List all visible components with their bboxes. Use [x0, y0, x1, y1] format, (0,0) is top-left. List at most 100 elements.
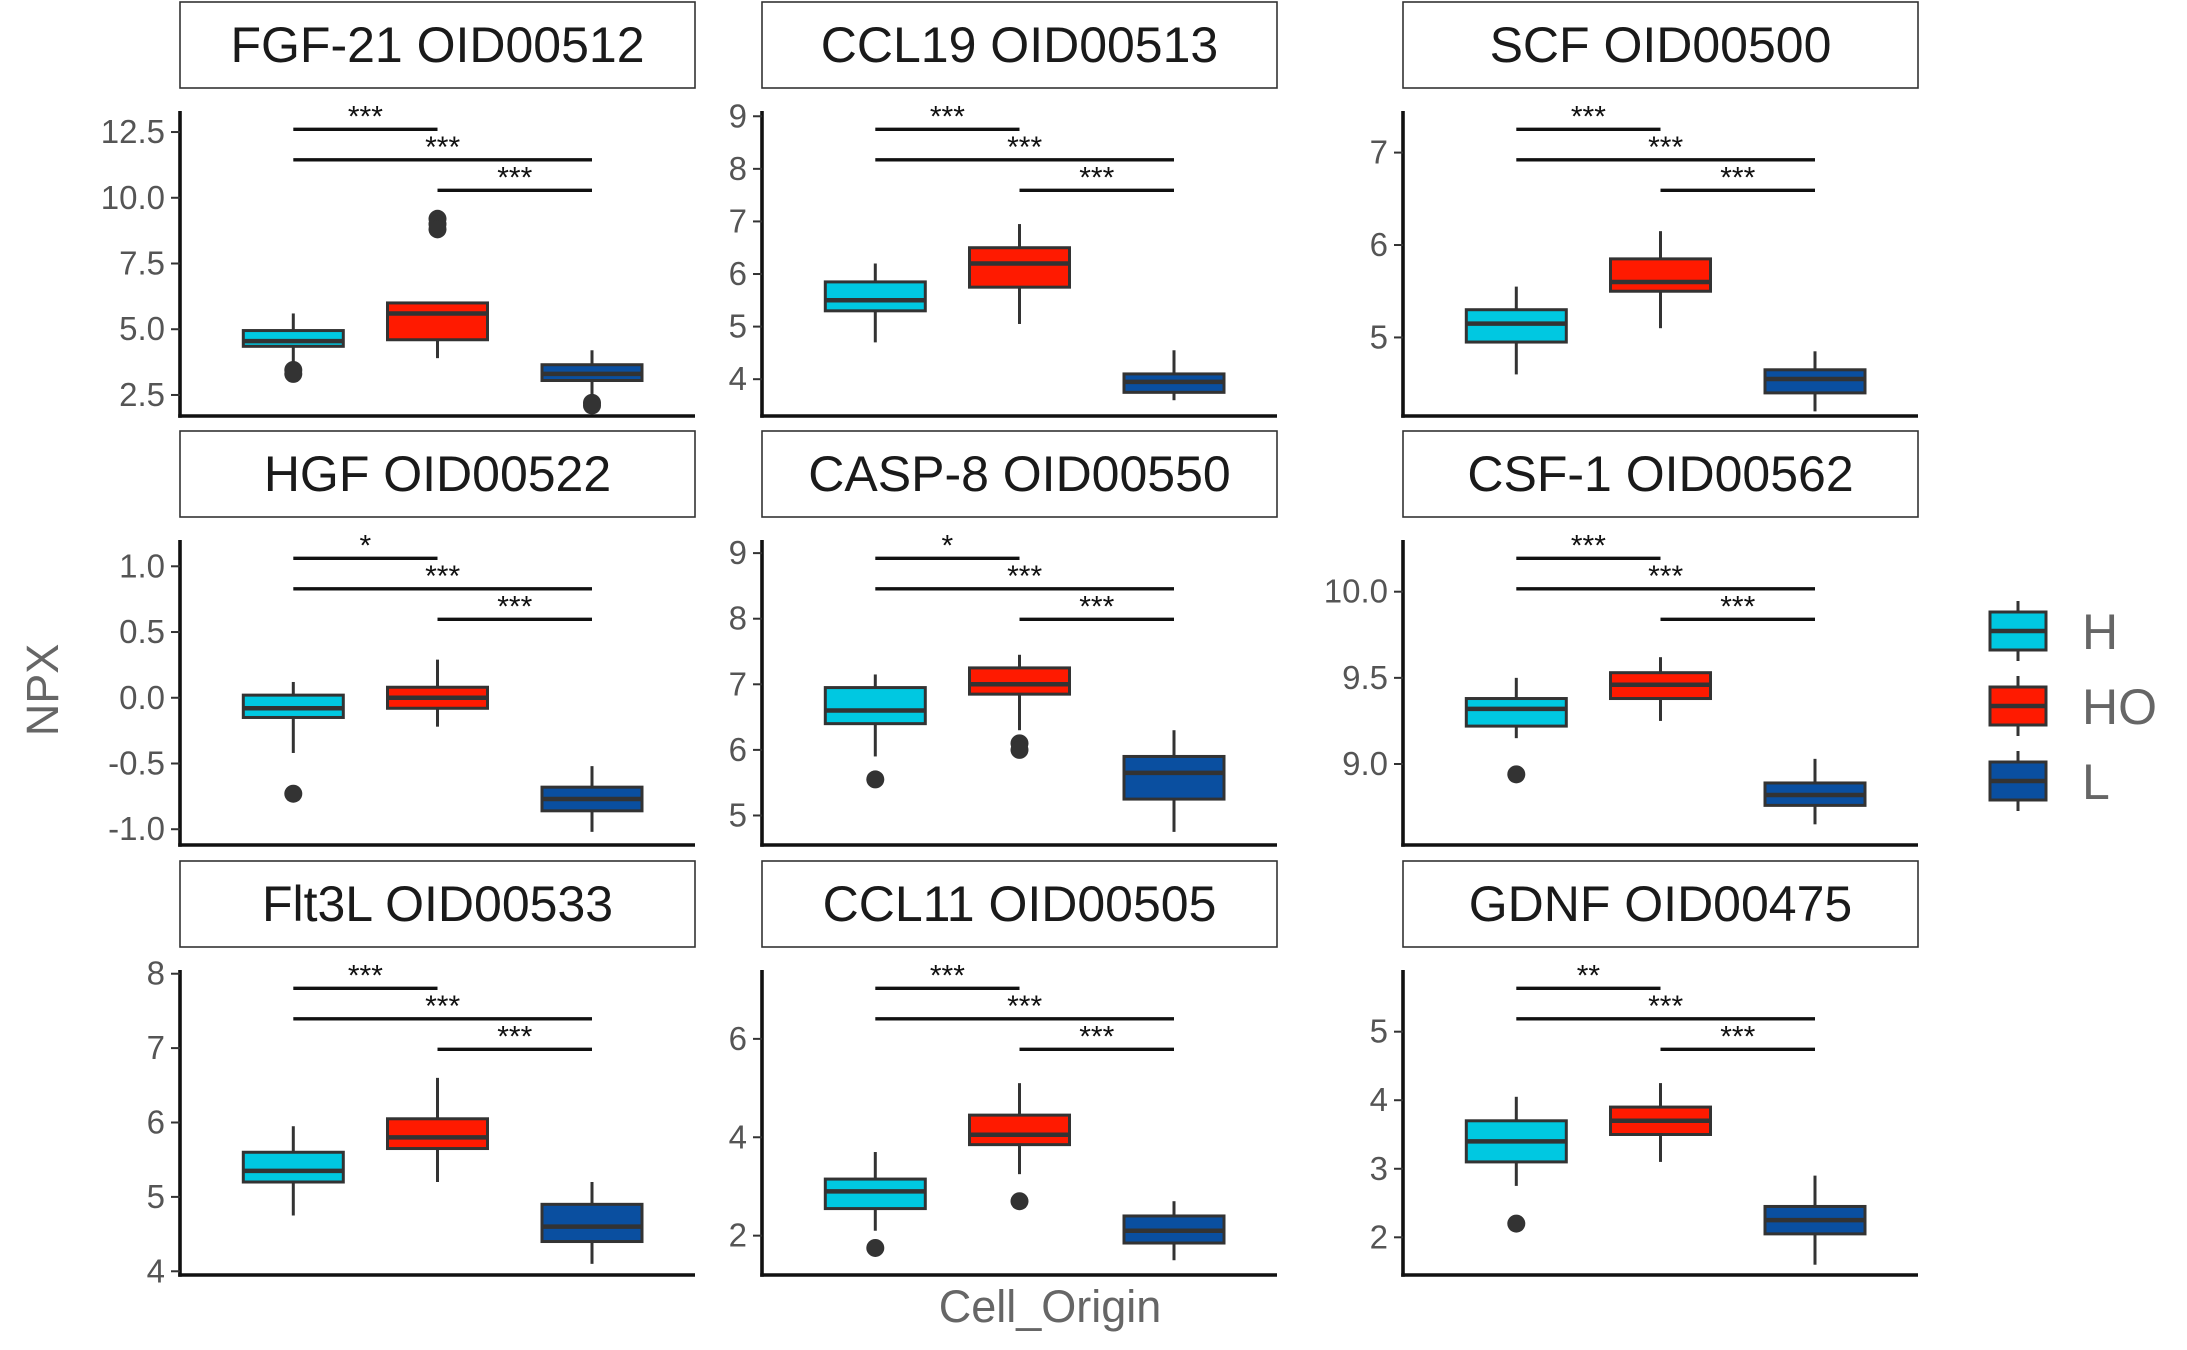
y-tick-label: 2 [1370, 1218, 1388, 1255]
facet-strip [761, 1, 1278, 89]
y-tick-label: 6 [729, 731, 747, 768]
significance-label: *** [497, 161, 532, 194]
facet-panel: CCL19 OID00513 4 5 6 7 8 9 *** *** *** [729, 1, 1278, 418]
facet-strip [761, 430, 1278, 518]
box-H [241, 681, 345, 803]
box-H [823, 674, 927, 789]
significance-label: *** [1571, 529, 1606, 562]
y-tick-label: 9 [729, 97, 747, 134]
significance-label: *** [1079, 1020, 1114, 1053]
significance-label: *** [1648, 990, 1683, 1023]
box-H [241, 313, 345, 383]
significance-label: *** [1571, 100, 1606, 133]
legend-label: L [2082, 754, 2110, 810]
outlier-point [1507, 765, 1526, 784]
y-tick-label: 8 [729, 150, 747, 187]
y-tick-label: 5 [1370, 1013, 1388, 1050]
box-HO [968, 654, 1071, 759]
y-tick-label: -1.0 [108, 810, 165, 847]
legend-label: HO [2082, 679, 2157, 735]
facet-title: GDNF OID00475 [1469, 876, 1852, 932]
y-tick-label: 5 [1370, 318, 1388, 355]
facet-panel: CCL11 OID00505 2 4 6 *** *** *** [729, 860, 1278, 1277]
legend-item-L: L [1988, 751, 2110, 811]
facet-strip [1402, 430, 1919, 518]
significance-label: *** [930, 100, 965, 133]
y-tick-label: 2.5 [119, 376, 165, 413]
box-HO [1609, 657, 1712, 721]
outlier-point [1010, 740, 1029, 759]
significance-label: ** [1577, 959, 1601, 992]
box-body [241, 329, 345, 348]
y-tick-label: 9.0 [1342, 745, 1388, 782]
y-tick-label: 7 [1370, 134, 1388, 171]
box-HO [968, 1083, 1071, 1211]
outlier-point [1507, 1214, 1526, 1233]
facet-title: CCL11 OID00505 [823, 876, 1217, 932]
significance-label: *** [1007, 131, 1042, 164]
y-tick-label: 8 [147, 955, 165, 992]
y-tick-label: 1.0 [119, 547, 165, 584]
outlier-point [428, 220, 447, 239]
box-H [823, 263, 927, 343]
y-tick-label: 9 [729, 534, 747, 571]
box-L [1763, 351, 1867, 412]
facet-strip [179, 430, 696, 518]
y-tick-label: 6 [729, 1020, 747, 1057]
facet-panel: HGF OID00522-1.0-0.50.00.51.0******* [108, 430, 696, 847]
y-tick-label: 7.5 [119, 245, 165, 282]
box-body [1763, 368, 1867, 395]
significance-label: *** [1648, 131, 1683, 164]
y-tick-label: 5 [147, 1178, 165, 1215]
facet-strip [761, 860, 1278, 948]
box-HO [386, 209, 489, 359]
y-tick-label: 12.5 [101, 113, 165, 150]
significance-label: * [942, 529, 954, 562]
box-L [540, 350, 644, 415]
significance-label: *** [1720, 1020, 1755, 1053]
significance-label: *** [1007, 990, 1042, 1023]
box-body [540, 1202, 644, 1244]
outlier-point [1010, 1192, 1029, 1211]
y-tick-label: 5 [729, 308, 747, 345]
facet-title: SCF OID00500 [1490, 17, 1832, 73]
box-L [540, 1182, 644, 1264]
box-HO [386, 659, 489, 727]
facet-panel: FGF-21 OID00512 2.5 5.0 7.5 10.0 12.5 *** *** **… [101, 1, 696, 418]
box-HO [386, 1077, 489, 1183]
significance-label: *** [497, 590, 532, 623]
y-tick-label: 0.0 [119, 679, 165, 716]
facet-panel: CSF-1 OID00562 9.0 9.5 10.0 *** *** *** [1324, 430, 1919, 847]
y-tick-label: 7 [147, 1029, 165, 1066]
box-H [1464, 1096, 1568, 1233]
box-body [1122, 754, 1226, 801]
significance-label: * [360, 529, 372, 562]
box-HO [1609, 1083, 1712, 1162]
y-tick-label: 8 [729, 600, 747, 637]
y-tick-label: 4 [729, 1118, 747, 1155]
box-body [968, 1113, 1071, 1147]
facet-panel: SCF OID00500 5 6 7 *** *** *** [1370, 1, 1919, 418]
y-tick-label: 10.0 [101, 179, 165, 216]
y-tick-label: 7 [729, 665, 747, 702]
box-body [823, 280, 927, 313]
legend-label: H [2082, 604, 2118, 660]
facet-title: HGF OID00522 [264, 446, 611, 502]
box-L [1122, 1201, 1226, 1261]
y-tick-label: 3 [1370, 1150, 1388, 1187]
legend-item-HO: HO [1988, 676, 2157, 736]
outlier-point [284, 784, 303, 803]
box-body [386, 1117, 489, 1151]
facet-title: FGF-21 OID00512 [230, 17, 644, 73]
y-axis-title: NPX [17, 644, 68, 737]
significance-label: *** [1720, 161, 1755, 194]
box-H [241, 1126, 345, 1216]
y-tick-label: 7 [729, 202, 747, 239]
significance-label: *** [348, 959, 383, 992]
y-tick-label: 4 [1370, 1081, 1388, 1118]
y-tick-label: 4 [147, 1252, 165, 1289]
y-tick-label: 0.5 [119, 613, 165, 650]
significance-label: *** [425, 990, 460, 1023]
